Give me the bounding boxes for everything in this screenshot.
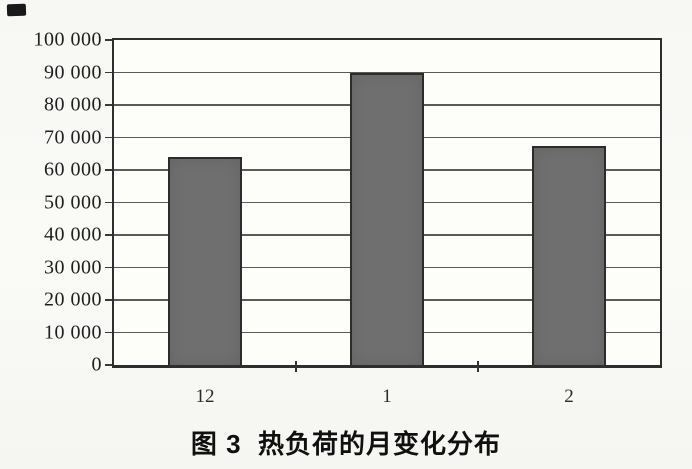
y-tick-50000 bbox=[105, 201, 112, 204]
y-tick-label-30000: 30 000 bbox=[44, 256, 102, 278]
y-tick-label-80000: 80 000 bbox=[44, 93, 102, 116]
x-category-label-12: 12 bbox=[195, 386, 215, 407]
y-tick-10000 bbox=[105, 331, 112, 334]
y-tick-40000 bbox=[105, 234, 112, 236]
y-tick-70000 bbox=[105, 136, 112, 139]
x-category-label-1: 1 bbox=[382, 386, 392, 407]
y-tick-label-60000: 60 000 bbox=[44, 158, 102, 181]
bar-month-2 bbox=[532, 145, 606, 365]
y-tick-label-100000: 100 000 bbox=[33, 28, 102, 51]
y-tick-60000 bbox=[105, 169, 112, 171]
scan-artifact-mark bbox=[6, 3, 27, 17]
y-tick-30000 bbox=[105, 266, 112, 269]
bar-month-1 bbox=[350, 72, 424, 365]
y-tick-90000 bbox=[105, 71, 112, 74]
figure-caption: 图 3 热负荷的月变化分布 bbox=[190, 429, 502, 459]
x-boundary-tick-2 bbox=[477, 361, 479, 372]
bar-month-12 bbox=[168, 157, 242, 365]
y-tick-label-10000: 10 000 bbox=[44, 321, 102, 343]
y-tick-80000 bbox=[105, 104, 112, 106]
y-tick-label-20000: 20 000 bbox=[44, 288, 102, 311]
y-tick-label-70000: 70 000 bbox=[44, 126, 102, 148]
y-tick-label-0: 0 bbox=[91, 353, 102, 376]
x-category-label-2: 2 bbox=[564, 386, 574, 407]
x-boundary-tick-1 bbox=[295, 361, 297, 372]
y-tick-label-50000: 50 000 bbox=[44, 191, 102, 213]
y-tick-0 bbox=[105, 364, 112, 366]
y-tick-100000 bbox=[105, 39, 112, 41]
plot-area bbox=[105, 38, 662, 372]
y-tick-label-40000: 40 000 bbox=[44, 223, 102, 246]
y-tick-label-90000: 90 000 bbox=[44, 61, 102, 83]
y-tick-20000 bbox=[105, 299, 112, 301]
